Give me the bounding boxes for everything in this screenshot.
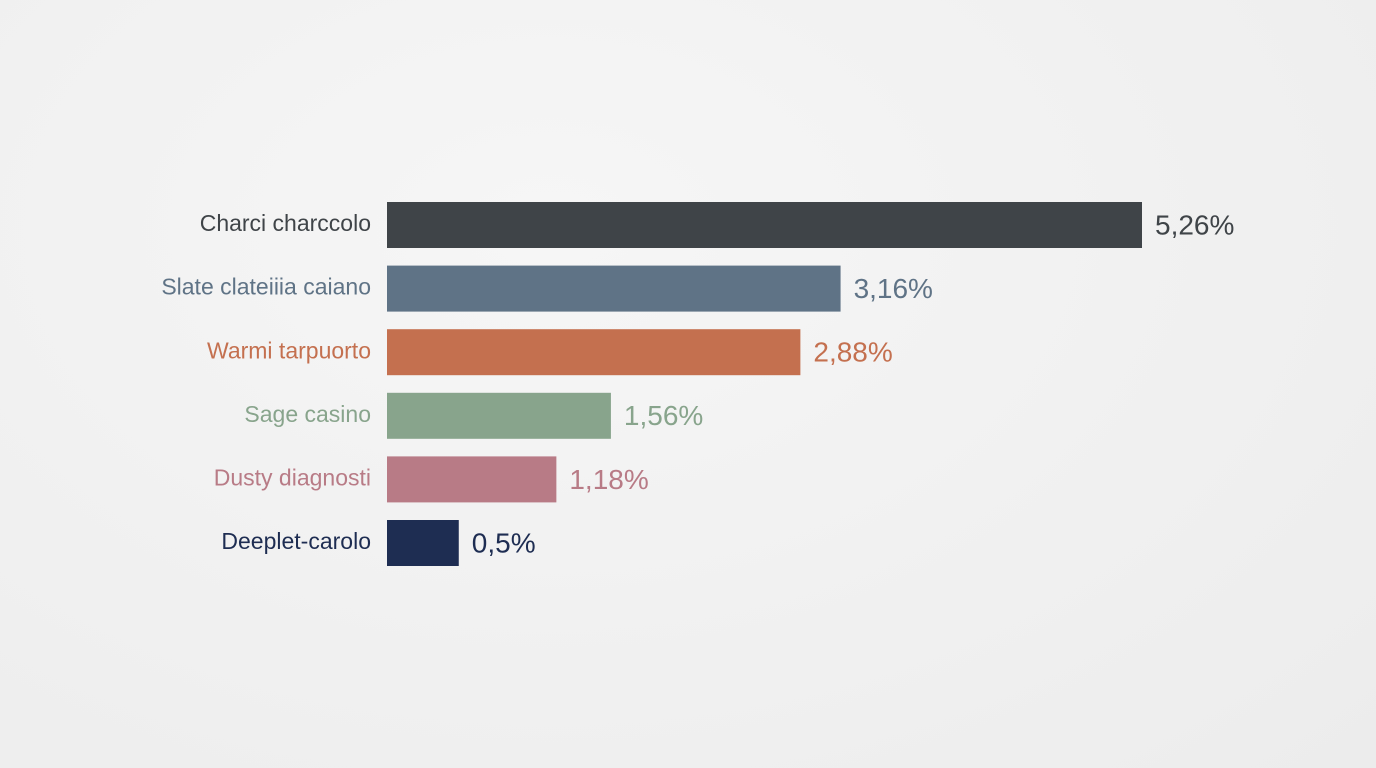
- value-label: 5,26%: [1155, 209, 1234, 240]
- bar: [387, 329, 801, 376]
- value-label: 3,16%: [854, 273, 933, 304]
- category-label: Deeplet-carolo: [221, 528, 371, 554]
- category-label: Slate clateiiia caiano: [161, 274, 371, 300]
- category-label: Charci charccolo: [200, 210, 371, 236]
- value-label: 1,18%: [569, 464, 648, 495]
- bar: [387, 520, 459, 566]
- bar: [387, 265, 841, 312]
- value-label: 0,5%: [472, 527, 536, 558]
- bar: [387, 202, 1142, 248]
- bar: [387, 456, 557, 503]
- value-label: 1,56%: [624, 400, 703, 431]
- bar: [387, 392, 611, 439]
- value-label: 2,88%: [813, 337, 892, 368]
- category-label: Warmi tarpuorto: [207, 337, 371, 363]
- category-label: Sage casino: [244, 401, 371, 427]
- category-label: Dusty diagnosti: [214, 464, 371, 490]
